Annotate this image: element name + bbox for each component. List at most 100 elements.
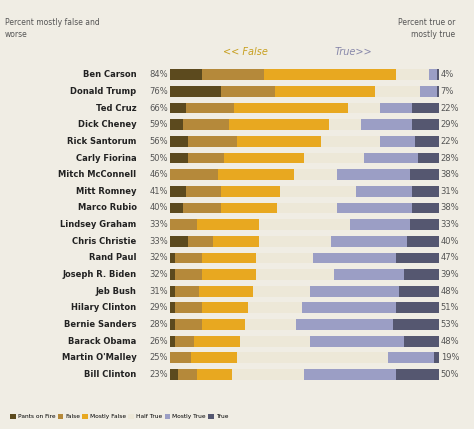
Bar [170,286,175,296]
Text: 25%: 25% [149,353,168,363]
Bar [396,302,439,313]
Bar [202,302,248,313]
Bar [175,286,199,296]
Text: True>>: True>> [334,47,372,57]
Text: Percent true or
mostly true: Percent true or mostly true [398,18,455,39]
Text: 48%: 48% [441,287,459,296]
Text: 40%: 40% [149,203,168,212]
Bar [229,119,328,130]
Bar [194,336,240,347]
Bar [361,119,412,130]
Bar [331,236,407,247]
Text: 28%: 28% [441,154,459,163]
Bar [218,169,293,180]
Text: Martin O'Malley: Martin O'Malley [62,353,137,363]
Bar [170,86,221,97]
Bar [191,352,237,363]
Bar [277,202,337,213]
Text: 32%: 32% [149,254,168,263]
Bar [240,336,310,347]
Bar [237,136,320,147]
Bar [259,236,331,247]
Text: 31%: 31% [441,187,459,196]
Bar [170,253,175,263]
Text: 48%: 48% [441,337,459,346]
Bar [312,253,396,263]
Text: Barack Obama: Barack Obama [68,337,137,346]
Bar [374,86,420,97]
Text: 84%: 84% [149,70,168,79]
Bar [428,69,437,80]
Bar [189,236,213,247]
Text: 23%: 23% [149,370,168,379]
Text: 22%: 22% [441,137,459,146]
Bar [213,236,259,247]
Bar [253,286,310,296]
Bar [337,169,410,180]
Bar [170,103,186,114]
Bar [197,369,232,380]
Bar [280,186,356,197]
Text: 4%: 4% [441,70,454,79]
Text: Bernie Sanders: Bernie Sanders [64,320,137,329]
Bar [310,336,404,347]
Text: 56%: 56% [149,137,168,146]
Text: 38%: 38% [441,203,459,212]
Bar [434,352,439,363]
Bar [170,219,197,230]
Text: 66%: 66% [149,103,168,112]
Text: 76%: 76% [149,87,168,96]
Bar [170,302,175,313]
Bar [396,69,428,80]
Text: Ted Cruz: Ted Cruz [96,103,137,112]
Bar [356,186,412,197]
Bar [170,186,186,197]
Bar [310,286,399,296]
Bar [420,86,437,97]
Text: Percent mostly false and
worse: Percent mostly false and worse [5,18,100,39]
Text: 50%: 50% [149,154,168,163]
Text: Donald Trump: Donald Trump [71,87,137,96]
Text: Mitch McConnell: Mitch McConnell [58,170,137,179]
Bar [388,352,434,363]
Text: Marco Rubio: Marco Rubio [78,203,137,212]
Text: 28%: 28% [149,320,168,329]
Bar [175,302,202,313]
Text: Lindsey Graham: Lindsey Graham [60,220,137,229]
Bar [407,236,439,247]
Bar [224,153,304,163]
Bar [412,119,439,130]
Bar [170,169,218,180]
Bar [380,103,412,114]
Text: Joseph R. Biden: Joseph R. Biden [63,270,137,279]
Bar [412,202,439,213]
Bar [410,219,439,230]
Text: 47%: 47% [441,254,459,263]
Text: Bill Clinton: Bill Clinton [84,370,137,379]
Bar [186,103,234,114]
Bar [334,269,404,280]
Bar [404,336,439,347]
Bar [221,186,280,197]
Bar [170,236,189,247]
Bar [275,86,374,97]
Bar [237,352,388,363]
Bar [221,86,275,97]
Text: 33%: 33% [149,237,168,246]
Text: 19%: 19% [441,353,459,363]
Bar [256,253,312,263]
Bar [175,319,202,330]
Bar [396,253,439,263]
Bar [234,103,347,114]
Bar [412,103,439,114]
Bar [302,302,396,313]
Text: 39%: 39% [441,270,459,279]
Bar [350,219,410,230]
Text: 50%: 50% [441,370,459,379]
Text: 33%: 33% [441,220,459,229]
Text: 38%: 38% [441,170,459,179]
Bar [170,136,189,147]
Bar [202,269,256,280]
Bar [178,369,197,380]
Text: Chris Christie: Chris Christie [73,237,137,246]
